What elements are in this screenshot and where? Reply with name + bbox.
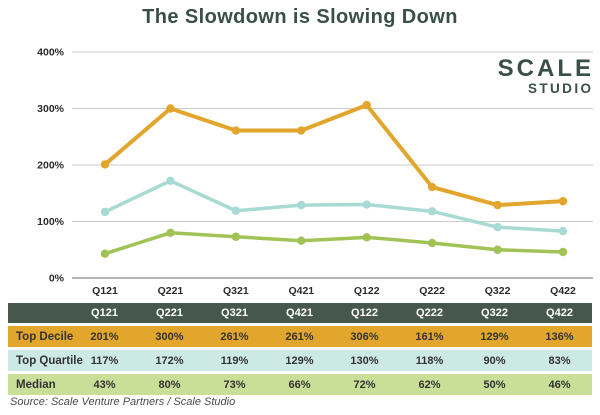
table-header-Q422: Q422 — [527, 303, 592, 323]
median-point-Q122 — [362, 233, 371, 242]
top-decile-value-Q221: 300% — [137, 326, 202, 347]
row-label-top-quartile: Top Quartile — [8, 350, 83, 371]
table-row-top-quartile: Top Quartile 117% 172% 119% 129% 130% 118% 90% 8… — [8, 350, 592, 371]
top-quartile-point-Q421 — [297, 200, 306, 210]
top-decile-point-Q421 — [297, 126, 306, 135]
scale-studio-logo: SCALE STUDIO — [498, 56, 591, 96]
top-decile-point-Q121 — [100, 160, 110, 169]
top-quartile-point-Q221 — [166, 176, 175, 186]
median-value-Q122: 72% — [332, 374, 397, 395]
x-tick-label: Q422 — [550, 285, 576, 297]
table-header-Q321: Q321 — [202, 303, 267, 323]
median-point-Q121 — [100, 249, 110, 258]
median-point-Q221 — [166, 228, 175, 237]
top-decile-value-Q222: 161% — [397, 326, 462, 347]
top-decile-point-Q422 — [558, 196, 568, 206]
top-quartile-value-Q222: 118% — [397, 350, 462, 371]
table-row-top-decile: Top Decile 201% 300% 261% 261% 306% 161% 129% 13… — [8, 326, 592, 347]
x-tick-label: Q221 — [158, 285, 184, 297]
median-value-Q321: 73% — [202, 374, 267, 395]
table-header-Q121: Q121 — [72, 303, 137, 323]
median-value-Q222: 62% — [397, 374, 462, 395]
quarterly-data-table: Q121 Q221 Q321 Q421 Q122 Q222 Q322 Q422 Top Deci… — [8, 300, 592, 398]
top-decile-value-Q422: 136% — [527, 326, 592, 347]
median-point-Q321 — [231, 232, 241, 241]
y-tick-label: 200% — [37, 160, 65, 172]
top-decile-line — [103, 103, 565, 208]
median-value-Q421: 66% — [267, 374, 332, 395]
top-quartile-point-Q422 — [558, 226, 568, 236]
top-decile-value-Q321: 261% — [202, 326, 267, 347]
page-title: The Slowdown is Slowing Down — [142, 6, 458, 28]
top-quartile-point-Q322 — [493, 222, 502, 232]
top-decile-point-Q122 — [362, 100, 371, 110]
top-decile-point-Q321 — [231, 126, 241, 135]
x-tick-label: Q122 — [354, 285, 380, 297]
y-tick-label: 100% — [37, 216, 65, 228]
quarterly-data-table-wrap: Q121 Q221 Q321 Q421 Q122 Q222 Q322 Q422 Top Deci… — [8, 300, 592, 398]
top-quartile-value-Q122: 130% — [332, 350, 397, 371]
median-value-Q121: 43% — [72, 374, 137, 395]
top-decile-point-Q222 — [427, 182, 437, 192]
growth-line-chart: 0% 100% 200% 300% 400% Q121 Q221 Q321 Q421 Q122 Q2… — [37, 47, 593, 297]
table-header-Q122: Q122 — [332, 303, 397, 323]
table-header-Q222: Q222 — [397, 303, 462, 323]
median-point-Q222 — [427, 238, 437, 248]
top-quartile-point-Q222 — [427, 207, 437, 216]
y-tick-label: 400% — [37, 47, 65, 59]
median-point-Q322 — [493, 245, 502, 254]
x-tick-label: Q322 — [485, 285, 511, 297]
logo-scale-text: SCALE — [497, 55, 594, 82]
median-value-Q422: 46% — [527, 374, 592, 395]
top-decile-point-Q221 — [166, 104, 175, 113]
top-quartile-line — [103, 179, 565, 233]
top-decile-value-Q322: 129% — [462, 326, 527, 347]
top-decile-value-Q121: 201% — [72, 326, 137, 347]
table-row-median: Median 43% 80% 73% 66% 72% 62% 50% 46% — [8, 374, 592, 395]
median-point-Q421 — [297, 236, 306, 245]
top-decile-value-Q421: 261% — [267, 326, 332, 347]
x-tick-label: Q321 — [223, 285, 249, 297]
top-quartile-value-Q121: 117% — [72, 350, 137, 371]
median-point-Q422 — [558, 247, 568, 257]
x-tick-label: Q121 — [92, 285, 118, 297]
top-quartile-value-Q422: 83% — [527, 350, 592, 371]
table-header-row: Q121 Q221 Q321 Q421 Q122 Q222 Q322 Q422 — [8, 303, 592, 323]
x-tick-label: Q421 — [288, 285, 314, 297]
median-line — [103, 231, 565, 256]
table-header-Q322: Q322 — [462, 303, 527, 323]
top-quartile-value-Q421: 129% — [267, 350, 332, 371]
top-quartile-value-Q321: 119% — [202, 350, 267, 371]
top-quartile-value-Q221: 172% — [137, 350, 202, 371]
y-tick-label: 0% — [49, 273, 65, 285]
table-header-blank-cell — [8, 303, 72, 323]
y-tick-label: 300% — [37, 103, 65, 115]
top-quartile-point-Q321 — [231, 206, 241, 215]
top-decile-point-Q322 — [493, 200, 502, 210]
top-quartile-point-Q121 — [100, 207, 110, 217]
source-note: Source: Scale Venture Partners / Scale S… — [10, 396, 236, 408]
logo-studio-text: STUDIO — [527, 81, 594, 97]
table-header-Q421: Q421 — [267, 303, 332, 323]
row-label-top-decile: Top Decile — [8, 326, 73, 347]
top-decile-value-Q122: 306% — [332, 326, 397, 347]
median-value-Q221: 80% — [137, 374, 202, 395]
top-quartile-point-Q122 — [362, 200, 371, 209]
median-value-Q322: 50% — [462, 374, 527, 395]
top-quartile-value-Q322: 90% — [462, 350, 527, 371]
x-tick-label: Q222 — [419, 285, 445, 297]
row-label-median: Median — [8, 374, 72, 395]
table-header-Q221: Q221 — [137, 303, 202, 323]
